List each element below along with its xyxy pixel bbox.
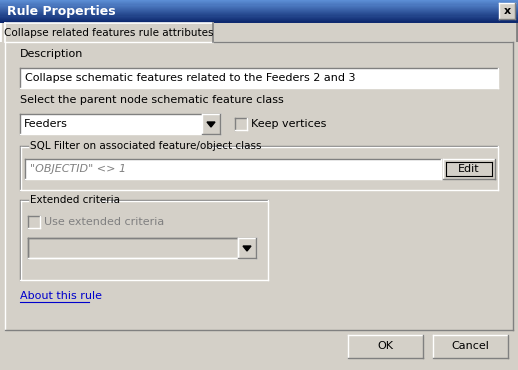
Bar xyxy=(0,3,518,5)
Bar xyxy=(235,118,247,130)
Bar xyxy=(202,114,220,134)
Text: Select the parent node schematic feature class: Select the parent node schematic feature… xyxy=(20,95,284,105)
Bar xyxy=(0,7,518,8)
Bar xyxy=(348,335,423,358)
Bar xyxy=(238,238,256,258)
Bar xyxy=(443,159,495,179)
Text: Keep vertices: Keep vertices xyxy=(251,119,326,129)
Text: Cancel: Cancel xyxy=(451,341,489,351)
Polygon shape xyxy=(207,122,215,127)
Bar xyxy=(5,23,213,42)
Text: Use extended criteria: Use extended criteria xyxy=(44,217,164,227)
Bar xyxy=(0,1,518,3)
Text: OK: OK xyxy=(377,341,393,351)
Bar xyxy=(28,238,238,258)
Polygon shape xyxy=(243,246,251,251)
Bar xyxy=(25,159,441,179)
Bar xyxy=(0,4,518,6)
Text: Rule Properties: Rule Properties xyxy=(7,4,116,17)
Bar xyxy=(0,19,518,20)
Bar xyxy=(0,18,518,19)
Bar xyxy=(0,9,518,10)
Bar xyxy=(0,20,518,21)
Bar xyxy=(0,16,518,17)
Bar xyxy=(0,42,518,370)
Bar xyxy=(0,21,518,23)
Text: Collapse related features rule attributes: Collapse related features rule attribute… xyxy=(4,28,214,38)
Text: Extended criteria: Extended criteria xyxy=(30,195,120,205)
Bar xyxy=(0,2,518,4)
Bar xyxy=(499,3,515,19)
Text: Description: Description xyxy=(20,49,83,59)
Bar xyxy=(20,68,498,88)
Text: Feeders: Feeders xyxy=(24,119,68,129)
Bar xyxy=(0,14,518,16)
Text: Collapse schematic features related to the Feeders 2 and 3: Collapse schematic features related to t… xyxy=(25,73,355,83)
Text: Edit: Edit xyxy=(458,164,480,174)
Bar xyxy=(20,114,220,134)
Text: About this rule: About this rule xyxy=(20,291,102,301)
Bar xyxy=(0,17,518,18)
Bar xyxy=(0,6,518,7)
Text: SQL Filter on associated feature/object class: SQL Filter on associated feature/object … xyxy=(30,141,262,151)
Bar xyxy=(433,335,508,358)
Bar xyxy=(0,12,518,14)
Bar xyxy=(28,238,256,258)
Bar xyxy=(28,216,40,228)
Bar xyxy=(0,10,518,11)
Bar xyxy=(0,13,518,15)
Bar xyxy=(0,8,518,9)
Text: x: x xyxy=(503,6,511,16)
Text: "OBJECTID" <> 1: "OBJECTID" <> 1 xyxy=(30,164,126,174)
Bar xyxy=(0,0,518,1)
Bar xyxy=(0,11,518,13)
